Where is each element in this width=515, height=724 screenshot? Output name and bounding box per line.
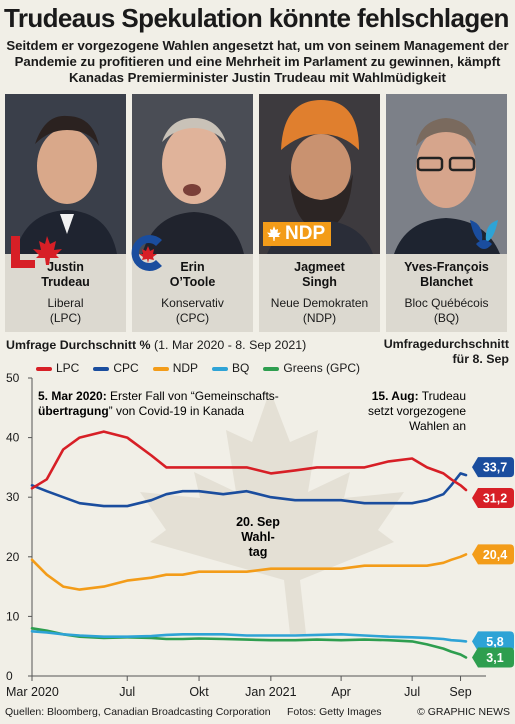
- end-value-badge-shape: [472, 544, 514, 565]
- end-value-label: 3,1: [486, 651, 503, 665]
- legend-swatch: [263, 366, 280, 371]
- x-tick-label: Jan 2021: [245, 685, 296, 699]
- leader-card-otoole: Erin O’Toole Konservativ (CPC): [131, 94, 253, 332]
- leader-name: Jagmeet Singh: [294, 260, 345, 289]
- series-line-lpc: [30, 430, 468, 492]
- chart-legend: LPC CPC NDP BQ Greens (GPC): [36, 361, 374, 375]
- leader-party: Bloc Québécois (BQ): [404, 296, 489, 325]
- end-value-badge: 3,1: [472, 647, 514, 668]
- end-values-header: Umfragedurchschnitt für 8. Sep: [383, 337, 509, 366]
- liberal-maple-leaf-logo: [11, 236, 62, 268]
- y-tick-label: 0: [6, 669, 13, 683]
- leader-party: Neue Demokraten (NDP): [270, 296, 369, 325]
- covid-annotation-line1: 5. Mar 2020: Erster Fall von “Gemeinscha…: [38, 389, 279, 403]
- series-line-greens-gpc: [30, 627, 468, 659]
- conservative-c-logo: [131, 235, 162, 271]
- legend-item: Greens (GPC): [263, 361, 360, 375]
- end-value-label: 31,2: [483, 492, 507, 506]
- page-subtitle: Seitdem er vorgezogene Wahlen angesetzt …: [6, 38, 509, 85]
- aug-annotation-line1: 15. Aug: Trudeau: [372, 389, 466, 403]
- x-tick-label: Okt: [189, 685, 209, 699]
- chart-title: Umfrage Durchschnitt % (1. Mar 2020 - 8.…: [6, 338, 307, 352]
- election-annotation-line2: Wahl-: [241, 530, 275, 544]
- leader-name: Erin O’Toole: [169, 260, 216, 289]
- legend-swatch: [152, 366, 169, 371]
- end-value-badge: 5,8: [472, 631, 514, 652]
- x-tick-label: Mar 2020: [6, 685, 59, 699]
- trudeau-photo: [5, 94, 126, 254]
- covid-annotation-line2: übertragung” von Covid-19 in Kanada: [38, 404, 244, 418]
- end-value-badge-shape: [472, 631, 514, 652]
- footer-sources: Quellen: Bloomberg, Canadian Broadcastin…: [5, 706, 271, 718]
- leader-card-blanchet: Yves-François Blanchet Bloc Québécois (BQ): [386, 94, 507, 332]
- end-value-label: 20,4: [483, 548, 507, 562]
- leader-card-singh: NDP Jagmeet Singh Neue Demokraten (NDP): [259, 94, 380, 332]
- legend-item: NDP: [152, 361, 199, 375]
- y-tick-label: 30: [6, 490, 20, 504]
- legend-item: BQ: [212, 361, 249, 375]
- legend-label: BQ: [232, 361, 250, 375]
- poll-line-chart: 0 10 20 30 40 50 Mar 2020 Jul Okt Jan 2021 Apr Jul S…: [6, 372, 514, 699]
- ndp-logo: NDP: [263, 222, 331, 246]
- y-tick-label: 20: [6, 550, 20, 564]
- legend-label: CPC: [113, 361, 139, 375]
- end-value-badge-shape: [472, 457, 514, 478]
- blanchet-photo: [386, 94, 507, 254]
- series-line-cpc: [30, 472, 468, 508]
- aug-annotation-line3: Wahlen an: [409, 419, 466, 433]
- maple-leaf-icon: [267, 226, 281, 241]
- end-value-badge-shape: [472, 488, 514, 509]
- bloc-quebecois-logo: [470, 220, 498, 249]
- leader-name: Justin Trudeau: [41, 260, 90, 289]
- legend-item: LPC: [36, 361, 79, 375]
- y-tick-label: 10: [6, 609, 20, 623]
- series-line-bq: [30, 630, 468, 643]
- x-tick-label: Jul: [119, 685, 135, 699]
- y-tick-label: 40: [6, 431, 20, 445]
- footer-photos: Fotos: Getty Images: [287, 706, 382, 718]
- page-title: Trudeaus Spekulation könnte fehlschlagen: [4, 3, 509, 33]
- legend-label: Greens (GPC): [283, 361, 361, 375]
- x-tick-label: Jul: [404, 685, 420, 699]
- leader-party: Liberal (LPC): [47, 296, 84, 325]
- leader-party: Konservativ (CPC): [161, 296, 224, 325]
- end-value-label: 5,8: [486, 635, 503, 649]
- end-value-badge: 31,2: [472, 488, 514, 509]
- end-value-badge: 20,4: [472, 544, 514, 565]
- series-line-ndp: [30, 553, 468, 591]
- legend-swatch: [36, 366, 52, 371]
- leader-card-trudeau: Justin Trudeau Liberal (LPC): [5, 94, 126, 332]
- maple-leaf-background-icon: [140, 390, 404, 634]
- leader-name: Yves-François Blanchet: [404, 260, 489, 289]
- chart-annotations: 5. Mar 2020: Erster Fall von “Gemeinscha…: [38, 389, 466, 559]
- end-value-badge-shape: [472, 647, 514, 668]
- end-value-badge: 33,7: [472, 457, 514, 478]
- legend-item: CPC: [93, 361, 139, 375]
- legend-swatch: [93, 366, 110, 371]
- x-tick-label: Sep: [449, 685, 471, 699]
- otoole-photo: [132, 94, 253, 254]
- election-annotation-line3: tag: [249, 545, 268, 559]
- end-value-label: 33,7: [483, 461, 507, 475]
- legend-label: LPC: [56, 361, 80, 375]
- ndp-logo-text: NDP: [285, 223, 326, 244]
- x-tick-label: Apr: [331, 685, 350, 699]
- election-annotation-line1: 20. Sep: [236, 515, 280, 529]
- legend-label: NDP: [172, 361, 199, 375]
- footer-copyright: © GRAPHIC NEWS: [417, 706, 510, 718]
- legend-swatch: [212, 366, 229, 371]
- y-tick-label: 50: [6, 372, 20, 385]
- aug-annotation-line2: setzt vorgezogene: [368, 404, 466, 418]
